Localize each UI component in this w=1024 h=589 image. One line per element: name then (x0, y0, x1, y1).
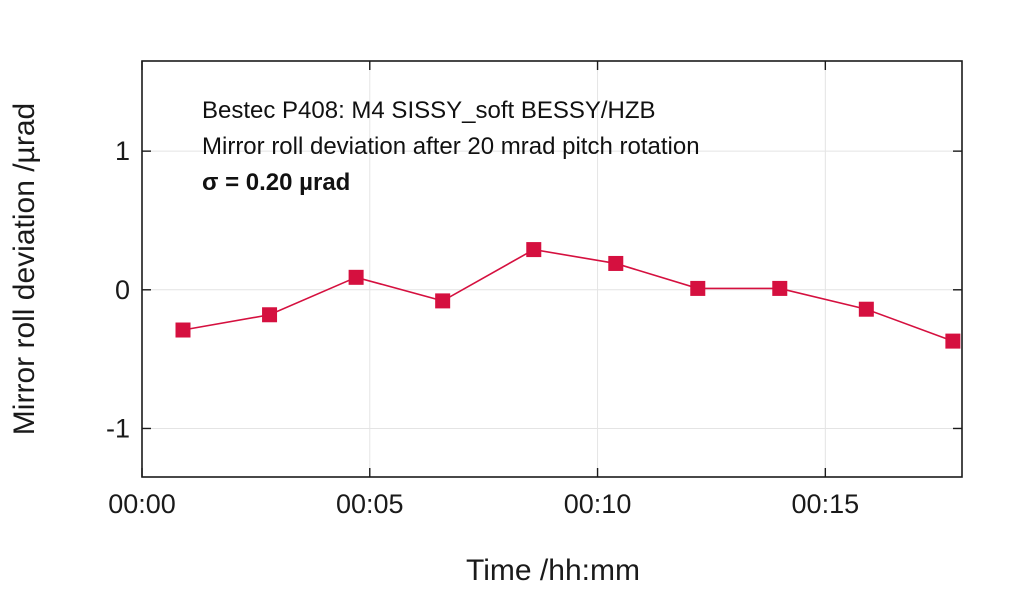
x-tick-labels: 00:00 00:05 00:10 00:15 (108, 489, 859, 519)
annotation-line: σ = 0.20 µrad (202, 169, 350, 196)
data-point-marker (262, 307, 278, 323)
y-tick-label: 1 (115, 136, 130, 166)
y-tick-label: 0 (115, 275, 130, 305)
y-tick-label: -1 (106, 413, 130, 443)
x-tick-label: 00:15 (792, 489, 860, 519)
data-point-marker (945, 333, 961, 349)
plot-frame (141, 60, 963, 478)
y-axis-title: Mirror roll deviation /µrad (8, 103, 41, 435)
axis-ticks (141, 61, 962, 477)
x-tick-label: 00:05 (336, 489, 404, 519)
data-point-marker (690, 280, 706, 296)
data-point-marker (175, 322, 191, 338)
data-point-marker (526, 242, 542, 258)
series-line (182, 248, 954, 342)
x-tick-label: 00:10 (564, 489, 632, 519)
x-axis-title: Time /hh:mm (466, 554, 640, 587)
annotation-line: Mirror roll deviation after 20 mrad pitc… (202, 133, 700, 160)
data-point-marker (608, 255, 624, 271)
annotations: Bestec P408: M4 SISSY_soft BESSY/HZB Mirr… (202, 97, 700, 196)
data-point-marker (348, 269, 364, 285)
x-tick-label: 00:00 (108, 489, 176, 519)
series (175, 242, 961, 349)
grid (141, 61, 962, 477)
data-point-marker (858, 301, 874, 317)
y-tick-labels: -1 0 1 (106, 136, 130, 443)
annotation-line: Bestec P408: M4 SISSY_soft BESSY/HZB (202, 97, 656, 124)
data-point-marker (435, 293, 451, 309)
data-point-marker (772, 280, 788, 296)
